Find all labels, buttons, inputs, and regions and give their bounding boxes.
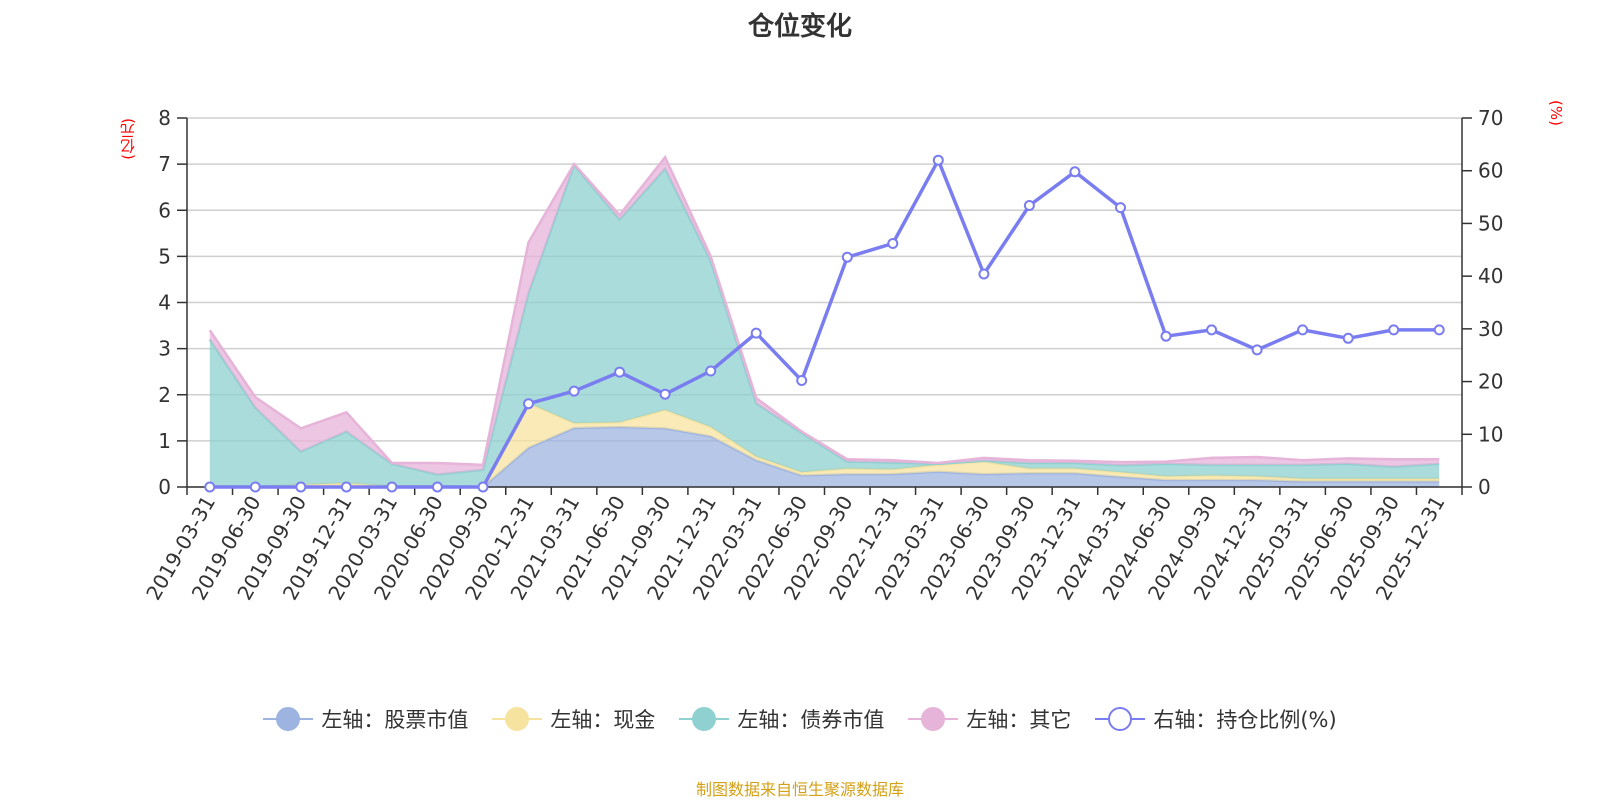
legend-dot (276, 707, 301, 731)
position-ratio-point (477, 481, 489, 493)
position-ratio-point (1388, 324, 1400, 336)
source-note: 制图数据来自恒生聚源数据库 (695, 780, 904, 799)
legend-item-cash[interactable]: 左轴：现金 (492, 704, 655, 734)
legend-label: 右轴：持仓比例(%) (1153, 708, 1337, 732)
grid-layer (187, 117, 1462, 488)
position-ratio-point (568, 385, 580, 397)
legend-swatch-icon (679, 706, 730, 732)
position-ratio-point (249, 481, 261, 493)
position-ratio-point (705, 365, 717, 377)
position-ratio-point (1160, 330, 1172, 342)
left-axis-tick-label: 8 (158, 106, 171, 130)
left-axis-tick-label: 2 (158, 383, 171, 407)
position-ratio-point (386, 481, 398, 493)
position-ratio-point (523, 398, 534, 410)
left-axis-tick-label: 0 (158, 475, 171, 499)
axis-layer: 0123456780102030405060702019-03-312019-0… (141, 106, 1503, 604)
legend-item-position-ratio[interactable]: 右轴：持仓比例(%) (1095, 704, 1337, 734)
left-axis-tick-label: 3 (158, 337, 171, 361)
area-series (209, 427, 1440, 487)
legend-swatch-icon (263, 706, 314, 732)
right-axis-tick-label: 30 (1478, 317, 1503, 341)
position-ratio-point (431, 481, 443, 493)
position-ratio-point (932, 154, 944, 166)
right-axis-tick-label: 20 (1478, 370, 1503, 394)
right-axis-tick-label: 10 (1478, 422, 1503, 446)
legend-swatch-icon (492, 706, 543, 732)
position-ratio-point (750, 327, 762, 339)
position-ratio-point (614, 366, 626, 378)
legend-dot (921, 707, 946, 731)
position-ratio-point (295, 481, 307, 493)
area-series-edge (208, 154, 1440, 467)
left-axis-tick-label: 7 (158, 152, 171, 176)
right-axis-tick-label: 70 (1478, 106, 1503, 130)
legend-label: 左轴：其它 (966, 708, 1072, 732)
left-axis-tick-label: 6 (158, 198, 171, 222)
legend-swatch-icon (1095, 706, 1146, 732)
position-ratio-point (1297, 324, 1309, 336)
position-ratio-point (1342, 332, 1354, 344)
legend: 左轴：股票市值 左轴：现金 左轴：债券市值 左轴：其它 右轴：持仓比例(%) (0, 704, 1600, 734)
left-axis-tick-label: 4 (158, 291, 171, 315)
position-ratio-point (1023, 200, 1035, 211)
position-ratio-line (209, 158, 1440, 489)
chart-title: 仓位变化 (747, 12, 852, 42)
right-axis-unit: (%) (1547, 100, 1565, 126)
position-ratio-point (340, 481, 352, 493)
legend-item-bond[interactable]: 左轴：债券市值 (679, 704, 884, 734)
position-ratio-point (1433, 324, 1445, 336)
right-axis-tick-label: 50 (1478, 211, 1503, 235)
position-ratio-point (841, 251, 853, 263)
legend-swatch-icon (908, 706, 959, 732)
position-ratio-point (796, 375, 808, 386)
right-axis-tick-label: 60 (1478, 159, 1503, 183)
position-ratio-point (978, 268, 990, 280)
chart-plot: 0123456780102030405060702019-03-312019-0… (141, 106, 1503, 604)
area-series (209, 165, 1440, 487)
position-ratio-point (1115, 202, 1126, 214)
legend-item-other[interactable]: 左轴：其它 (908, 704, 1071, 734)
position-ratio-point (1206, 324, 1218, 336)
legend-label: 左轴：债券市值 (737, 708, 885, 732)
left-axis-tick-label: 1 (158, 429, 171, 453)
position-ratio-point (1069, 166, 1081, 178)
legend-label: 左轴：股票市值 (321, 708, 469, 732)
position-ratio-point (887, 238, 899, 249)
right-axis-tick-label: 40 (1478, 264, 1503, 288)
position-ratio-point (204, 481, 216, 493)
legend-dot (1108, 707, 1133, 731)
position-ratio-point (1251, 344, 1263, 356)
right-axis-tick-label: 0 (1478, 475, 1491, 499)
line-layer (204, 154, 1445, 493)
position-ratio-point (659, 388, 671, 400)
left-axis-tick-label: 5 (158, 244, 171, 268)
legend-dot (692, 707, 717, 731)
legend-dot (505, 707, 530, 731)
legend-item-stock[interactable]: 左轴：股票市值 (263, 704, 468, 734)
legend-label: 左轴：现金 (550, 708, 656, 732)
